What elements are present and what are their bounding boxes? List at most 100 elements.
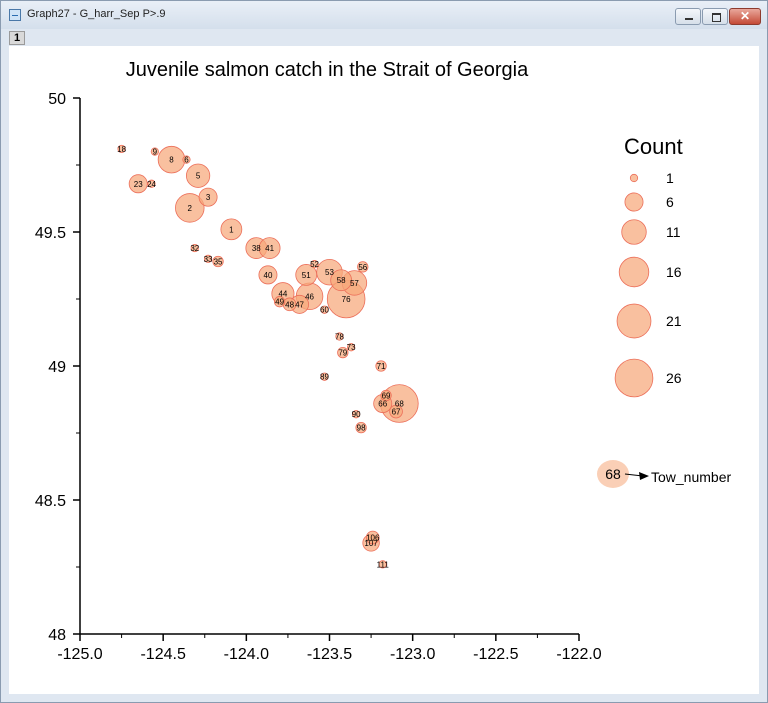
minimize-button[interactable] <box>675 8 701 25</box>
graph-window-icon <box>9 9 21 21</box>
window-title: Graph27 - G_harr_Sep P>.9 <box>27 8 166 20</box>
bubble-tow-label: 111 <box>377 560 390 569</box>
data-bubble <box>220 218 243 241</box>
bubble-tow-label: 33 <box>204 255 213 264</box>
legend-label: 1 <box>666 170 674 186</box>
x-tick-label: -122.0 <box>556 646 601 663</box>
bubble-tow-label: 56 <box>358 263 367 272</box>
graph-page: Juvenile salmon catch in the Strait of G… <box>9 46 759 694</box>
legend-label: 21 <box>666 313 682 329</box>
bubble-tow-label: 78 <box>335 333 344 342</box>
bubble-tow-label: 38 <box>252 244 261 253</box>
layer-tab[interactable]: 1 <box>9 31 25 45</box>
bubble-tow-label: 76 <box>342 295 351 304</box>
legend-bubble <box>624 192 644 212</box>
bubble-tow-label: 23 <box>134 180 143 189</box>
data-bubble <box>352 410 361 419</box>
data-bubble <box>212 255 224 268</box>
bubble-tow-label: 48 <box>285 300 294 309</box>
data-bubble <box>365 530 380 545</box>
data-bubble <box>258 265 278 285</box>
bubble-tow-label: 66 <box>378 400 387 409</box>
data-bubble <box>258 237 281 259</box>
maximize-button[interactable] <box>702 8 728 25</box>
bubble-tow-label: 24 <box>147 180 156 189</box>
bubble-tow-label: 52 <box>310 260 319 269</box>
data-bubble <box>273 296 286 308</box>
bubble-tow-label: 68 <box>395 400 404 409</box>
bubble-tow-label: 106 <box>366 534 380 543</box>
y-tick-label: 50 <box>48 91 66 108</box>
x-tick-label: -123.5 <box>307 646 352 663</box>
x-tick-label: -124.0 <box>224 646 269 663</box>
bubble-tow-label: 69 <box>382 391 391 400</box>
label-key-text: Tow_number <box>651 469 731 485</box>
legend-bubble <box>616 303 652 339</box>
data-bubble <box>330 269 353 292</box>
data-bubble <box>357 261 369 273</box>
data-bubble <box>203 254 213 263</box>
bubble-tow-label: 3 <box>206 193 211 202</box>
data-bubble <box>190 243 199 253</box>
data-bubble <box>375 360 387 372</box>
y-tick-label: 48 <box>48 627 66 644</box>
bubble-tow-label: 89 <box>320 373 329 382</box>
bubble-tow-label: 98 <box>357 424 366 433</box>
data-bubble <box>320 372 329 381</box>
bubble-tow-label: 60 <box>320 306 329 315</box>
label-key-arrowhead <box>639 472 649 480</box>
data-bubble <box>182 155 191 164</box>
bubble-tow-label: 46 <box>305 292 314 301</box>
bubble-tow-label: 18 <box>117 145 126 154</box>
bubble-tow-label: 41 <box>265 244 274 253</box>
bubble-tow-label: 44 <box>278 290 287 299</box>
data-bubble <box>335 332 344 341</box>
chart-title: Juvenile salmon catch in the Strait of G… <box>126 59 529 81</box>
bubble-tow-label: 1 <box>229 225 234 234</box>
data-bubble <box>347 343 356 352</box>
data-bubble <box>198 187 218 207</box>
bubble-tow-label: 6 <box>184 156 189 165</box>
x-tick-label: -123.0 <box>390 646 435 663</box>
bubble-tow-label: 35 <box>214 257 223 266</box>
bubble-tow-label: 53 <box>325 268 334 277</box>
legend-label: 26 <box>666 370 682 386</box>
bubble-tow-label: 90 <box>352 410 361 419</box>
y-tick-label: 49.5 <box>35 225 66 242</box>
x-tick-label: -124.5 <box>140 646 185 663</box>
data-bubble <box>175 193 205 223</box>
data-bubble <box>337 346 349 359</box>
bubble-tow-label: 2 <box>188 204 193 213</box>
bubble-tow-label: 40 <box>264 271 273 280</box>
legend-bubble <box>618 256 650 288</box>
label-key-sample: 68 <box>605 466 621 482</box>
data-bubble <box>150 147 159 156</box>
window-titlebar[interactable]: Graph27 - G_harr_Sep P>.9 ✕ <box>1 1 767 29</box>
bubble-tow-label: 9 <box>153 148 158 157</box>
data-bubble <box>389 404 403 419</box>
x-tick-label: -122.5 <box>473 646 518 663</box>
data-bubble <box>320 305 329 314</box>
legend-label: 11 <box>666 224 681 240</box>
bubble-tow-label: 8 <box>169 156 174 165</box>
bubble-chart: Juvenile salmon catch in the Strait of G… <box>35 59 732 663</box>
data-bubble <box>355 422 367 434</box>
bubble-tow-label: 5 <box>196 172 201 181</box>
bubble-tow-label: 47 <box>295 300 304 309</box>
data-bubble <box>147 179 156 188</box>
bubble-tow-label: 73 <box>347 343 356 352</box>
y-tick-label: 49 <box>48 359 66 376</box>
bubble-tow-label: 32 <box>190 244 199 253</box>
close-button[interactable]: ✕ <box>729 8 761 25</box>
bubble-tow-label: 58 <box>337 276 346 285</box>
data-bubble <box>185 163 211 188</box>
bubble-tow-label: 57 <box>350 279 359 288</box>
data-bubble <box>380 389 392 402</box>
x-tick-label: -125.0 <box>57 646 102 663</box>
legend-bubble <box>614 358 654 398</box>
legend-bubble <box>629 173 639 183</box>
legend-bubble <box>621 219 647 245</box>
legend-title: Count <box>624 134 683 159</box>
data-bubble <box>128 174 148 194</box>
